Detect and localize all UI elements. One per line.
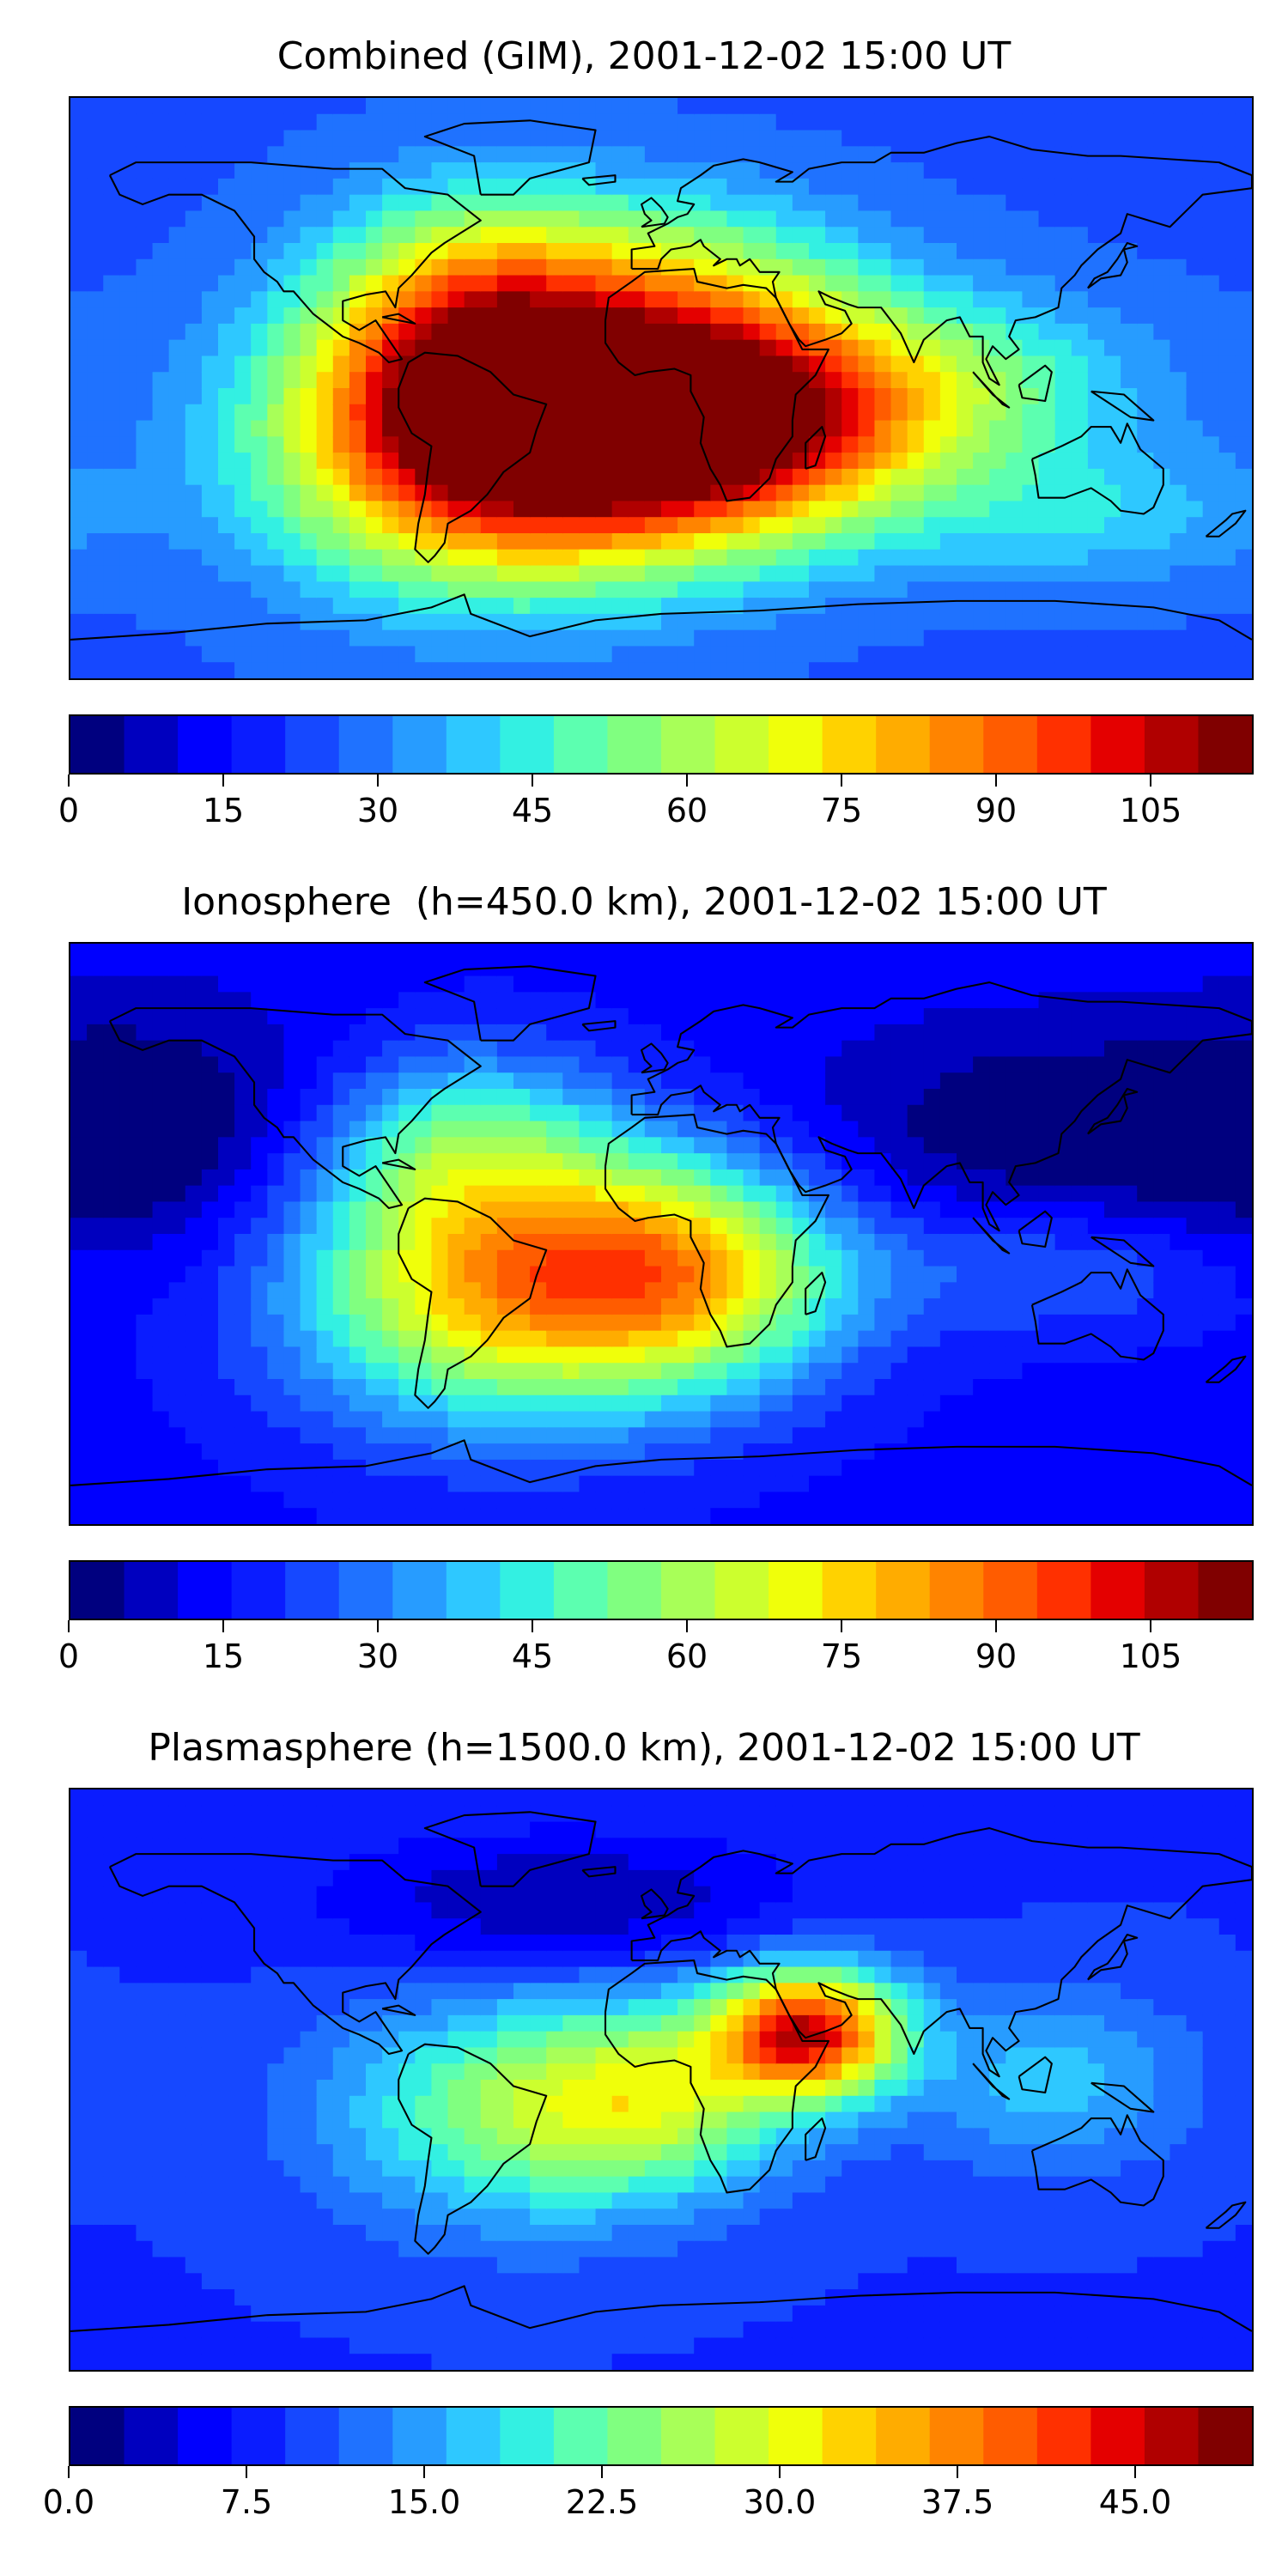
colorbar-tick (246, 2466, 247, 2478)
panel-2-contour-field (70, 944, 1252, 1524)
colorbar-tick-label: 45 (511, 792, 554, 829)
panel-1-colorbar (69, 714, 1254, 775)
panel-2-colorbar-ticks: 0 15 30 45 60 75 90 105 (58, 1620, 1254, 1675)
colorbar-tick-label: 30 (356, 792, 399, 829)
panel-3-map (69, 1788, 1254, 2372)
panel-1-contour-field (70, 98, 1252, 678)
colorbar-tick-label: 15 (202, 1637, 245, 1675)
colorbar-tick (532, 1620, 533, 1632)
colorbar-tick (1134, 2466, 1136, 2478)
colorbar-tick-label: 15 (202, 792, 245, 829)
panel-2-map (69, 942, 1254, 1526)
colorbar-tick (1150, 775, 1151, 787)
colorbar-tick (995, 775, 997, 787)
colorbar-tick (377, 775, 379, 787)
colorbar-tick-label: 7.5 (220, 2483, 273, 2521)
colorbar-tick-label: 60 (665, 792, 708, 829)
panel-3-colorbar-ticks: 0.0 7.5 15.0 22.5 30.0 37.5 45.0 (43, 2466, 1254, 2521)
colorbar-tick (68, 2466, 70, 2478)
colorbar-tick (222, 1620, 224, 1632)
colorbar-tick-label: 30 (356, 1637, 399, 1675)
panel-3-contour-field (70, 1789, 1252, 2370)
colorbar-tick-label: 105 (1119, 1637, 1182, 1675)
colorbar-tick-label: 90 (975, 1637, 1018, 1675)
panel-2-colorbar (69, 1560, 1254, 1620)
colorbar-tick-label: 22.5 (565, 2483, 639, 2521)
panel-3-title: Plasmasphere (h=1500.0 km), 2001-12-02 1… (148, 1726, 1140, 1770)
colorbar-tick-label: 45.0 (1098, 2483, 1172, 2521)
colorbar-tick (841, 1620, 842, 1632)
colorbar-tick-label: 105 (1119, 792, 1182, 829)
colorbar-tick-label: 90 (975, 792, 1018, 829)
colorbar-tick (957, 2466, 958, 2478)
colorbar-tick (995, 1620, 997, 1632)
colorbar-tick (68, 775, 70, 787)
colorbar-tick (532, 775, 533, 787)
colorbar-tick-label: 15.0 (387, 2483, 461, 2521)
colorbar-tick-label: 37.5 (920, 2483, 994, 2521)
colorbar-tick-label: 45 (511, 1637, 554, 1675)
colorbar-tick-label: 0.0 (42, 2483, 95, 2521)
colorbar-tick (1150, 1620, 1151, 1632)
colorbar-tick (601, 2466, 603, 2478)
colorbar-tick-label: 75 (820, 1637, 863, 1675)
panel-1-map (69, 96, 1254, 680)
colorbar-tick (222, 775, 224, 787)
panel-1-title: Combined (GIM), 2001-12-02 15:00 UT (276, 34, 1012, 78)
panel-1-coastlines (70, 119, 1252, 641)
colorbar-tick (423, 2466, 425, 2478)
colorbar-tick-label: 0 (58, 792, 80, 829)
colorbar-tick (841, 775, 842, 787)
colorbar-tick-label: 30.0 (743, 2483, 817, 2521)
panel-3-coastlines (70, 1811, 1252, 2332)
colorbar-tick (686, 1620, 688, 1632)
colorbar-tick-label: 75 (820, 792, 863, 829)
colorbar-tick (686, 775, 688, 787)
colorbar-tick-label: 0 (58, 1637, 80, 1675)
panel-3-colorbar (69, 2406, 1254, 2466)
panel-2-title: Ionosphere (h=450.0 km), 2001-12-02 15:0… (181, 880, 1107, 924)
panel-1-colorbar-ticks: 0 15 30 45 60 75 90 105 (58, 775, 1254, 829)
colorbar-tick (779, 2466, 781, 2478)
panel-2-coastlines (70, 965, 1252, 1486)
colorbar-tick (377, 1620, 379, 1632)
colorbar-tick-label: 60 (665, 1637, 708, 1675)
colorbar-tick (68, 1620, 70, 1632)
